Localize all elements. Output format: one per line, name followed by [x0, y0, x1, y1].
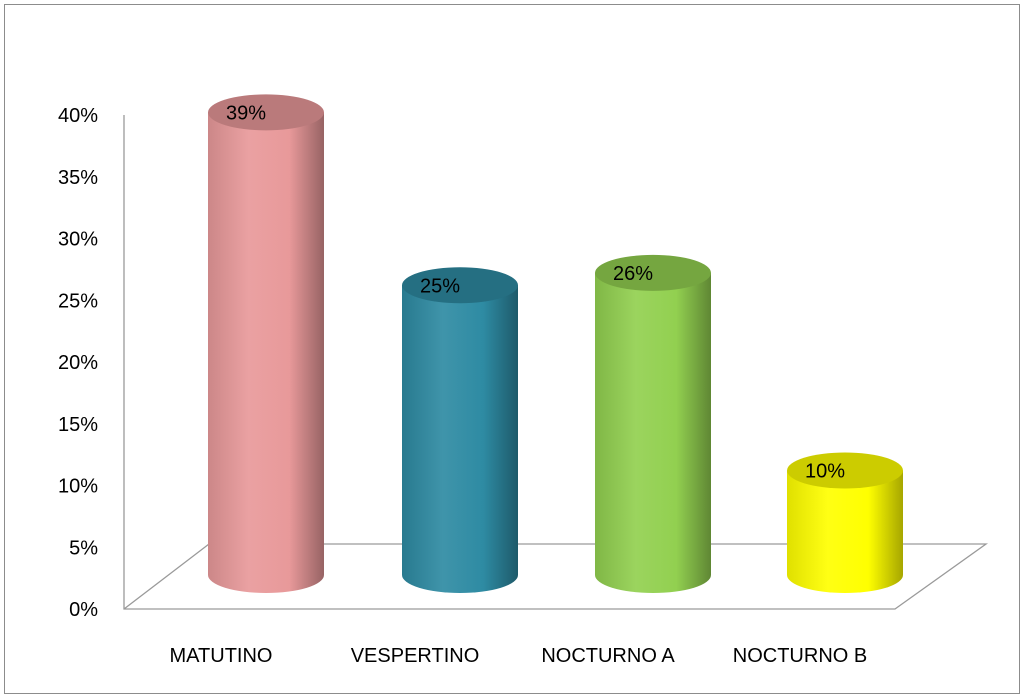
- y-tick-label: 25%: [58, 290, 98, 312]
- x-category-label: VESPERTINO: [351, 645, 480, 667]
- y-tick-label: 20%: [58, 352, 98, 374]
- bar-top: [787, 452, 903, 489]
- bar: [208, 94, 324, 593]
- y-tick-label: 10%: [58, 476, 98, 498]
- bars: [208, 94, 903, 593]
- data-label: 26%: [613, 263, 653, 285]
- y-tick-label: 0%: [69, 599, 98, 621]
- bar-top: [402, 267, 518, 304]
- bar: [402, 267, 518, 593]
- bar-body: [208, 112, 324, 593]
- bar: [787, 452, 903, 593]
- bar-top: [208, 94, 324, 131]
- bar-body: [787, 470, 903, 593]
- y-tick-label: 40%: [58, 105, 98, 127]
- y-tick-label: 5%: [69, 537, 98, 559]
- bar-top: [595, 254, 711, 291]
- y-tick-label: 30%: [58, 229, 98, 251]
- x-category-label: NOCTURNO B: [733, 645, 867, 667]
- x-category-label: MATUTINO: [170, 645, 273, 667]
- x-category-label: NOCTURNO A: [541, 645, 675, 667]
- bar-body: [595, 272, 711, 593]
- labels: 0% 5% 10% 15% 20% 25% 30% 35% 40% 39% MATUTINO 25% V…: [58, 102, 867, 667]
- data-label: 25%: [420, 275, 460, 297]
- bar: [595, 254, 711, 593]
- bar-body: [402, 285, 518, 593]
- chart-floor: [123, 115, 989, 610]
- y-tick-label: 15%: [58, 414, 98, 436]
- data-label: 39%: [226, 102, 266, 124]
- data-label: 10%: [805, 461, 845, 483]
- chart-floor-outline: [123, 115, 989, 610]
- y-tick-label: 35%: [58, 167, 98, 189]
